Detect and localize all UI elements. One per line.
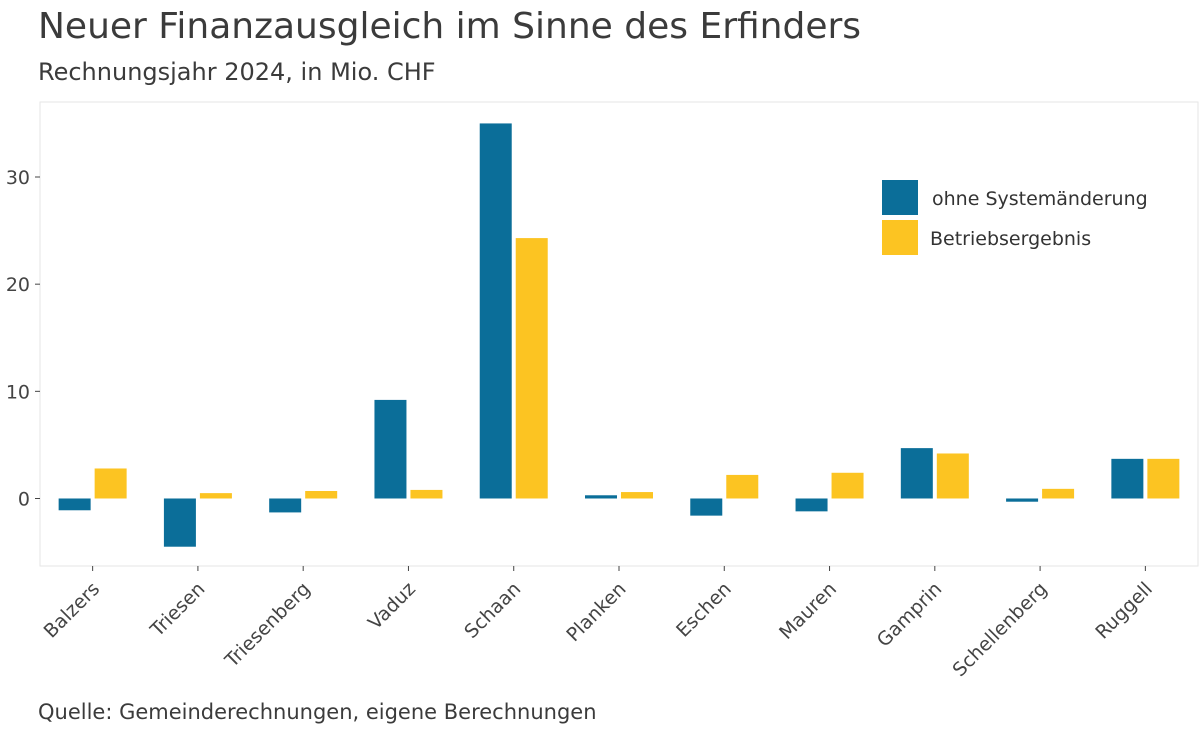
x-category-label: Balzers [40,578,105,643]
bar-betriebsergebnis [305,490,338,499]
legend-label: ohne Systemänderung [932,188,1148,210]
bars [58,123,1180,547]
x-category-label: Gamprin [873,578,947,652]
bar-ohne-systemaenderung [1006,498,1039,502]
bar-betriebsergebnis [94,468,127,499]
bar-betriebsergebnis [726,474,759,499]
x-category-label: Triesen [146,578,210,642]
bar-ohne-systemaenderung [374,399,407,499]
x-category-label: Schellenberg [949,578,1052,681]
bar-ohne-systemaenderung [58,498,91,511]
chart-title: Neuer Finanzausgleich im Sinne des Erfin… [38,6,862,47]
y-tick-label: 20 [6,274,30,296]
y-tick-label: 0 [18,488,30,510]
x-category-label: Mauren [775,578,841,644]
legend-swatch [882,220,918,255]
bar-ohne-systemaenderung [585,495,617,499]
legend-label: Betriebsergebnis [930,228,1091,250]
bar-ohne-systemaenderung [163,498,196,547]
x-category-label: Eschen [672,578,736,642]
x-category-label: Ruggell [1091,578,1157,644]
legend-swatch [882,180,918,215]
legend: ohne Systemänderung Betriebsergebnis [882,180,1148,255]
chart-subtitle: Rechnungsjahr 2024, in Mio. CHF [38,58,436,86]
bar-betriebsergebnis [831,472,864,499]
x-category-label: Schaan [460,578,525,643]
bar-betriebsergebnis [1147,458,1180,499]
y-axis: 0 10 20 30 [6,167,40,510]
y-tick-label: 10 [6,381,30,403]
bar-ohne-systemaenderung [690,498,723,516]
bar-ohne-systemaenderung [900,448,933,499]
source-caption: Quelle: Gemeinderechnungen, eigene Berec… [38,700,597,724]
bar-betriebsergebnis [1042,488,1075,499]
bar-ohne-systemaenderung [269,498,302,513]
bar-ohne-systemaenderung [795,498,828,512]
bar-ohne-systemaenderung [1111,458,1144,499]
x-category-label: Planken [562,578,630,646]
bar-ohne-systemaenderung [479,123,512,499]
bar-betriebsergebnis [410,489,443,499]
x-category-label: Vaduz [364,578,420,634]
x-category-label: Triesenberg [220,578,314,672]
bar-betriebsergebnis [621,492,653,499]
bar-betriebsergebnis [936,453,969,499]
y-tick-label: 30 [6,167,30,189]
x-axis: Balzers Triesen Triesenberg Vaduz Schaan Plan… [40,566,1157,681]
bar-betriebsergebnis [199,493,232,499]
bar-betriebsergebnis [515,238,548,499]
